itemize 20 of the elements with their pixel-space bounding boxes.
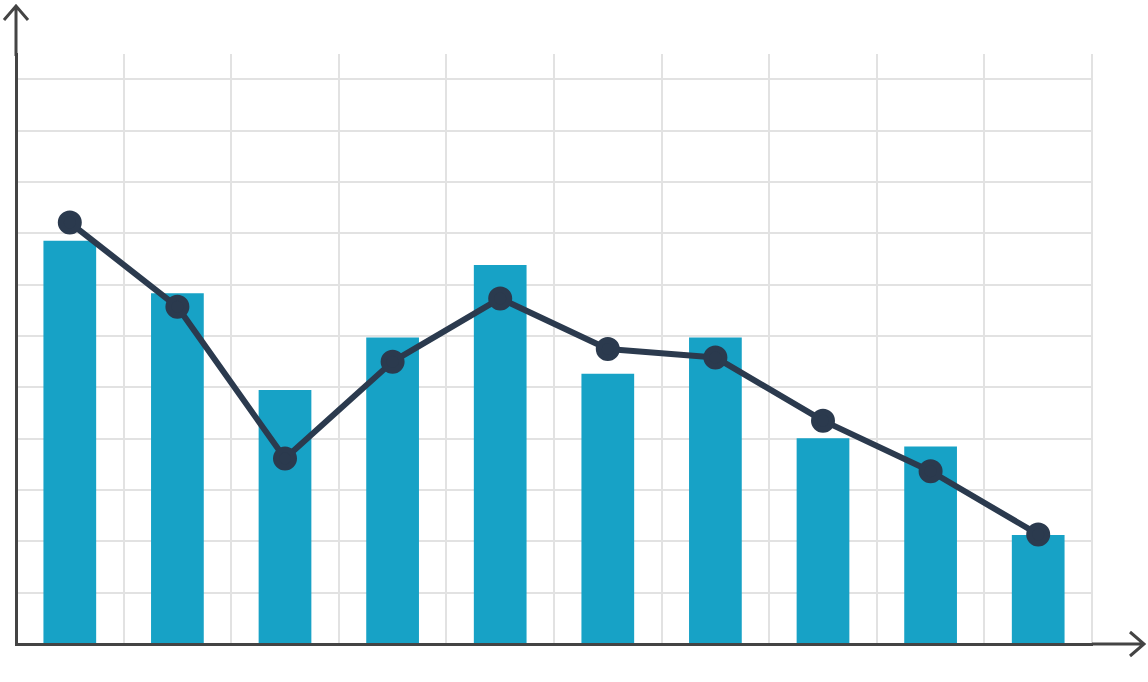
bar xyxy=(43,240,97,643)
point xyxy=(703,345,728,370)
bar xyxy=(258,389,312,643)
bar xyxy=(1011,535,1065,643)
point xyxy=(165,294,190,319)
point xyxy=(595,337,620,361)
point xyxy=(1026,522,1051,547)
point xyxy=(918,459,943,484)
point xyxy=(488,286,513,311)
bar xyxy=(473,264,527,643)
point xyxy=(380,349,405,374)
bar xyxy=(581,373,635,643)
bar xyxy=(796,438,850,643)
point xyxy=(811,408,835,433)
bar xyxy=(366,337,419,643)
bar xyxy=(689,337,742,643)
bar xyxy=(151,293,204,643)
point xyxy=(273,446,297,471)
point xyxy=(57,210,82,235)
bar xyxy=(904,446,957,643)
